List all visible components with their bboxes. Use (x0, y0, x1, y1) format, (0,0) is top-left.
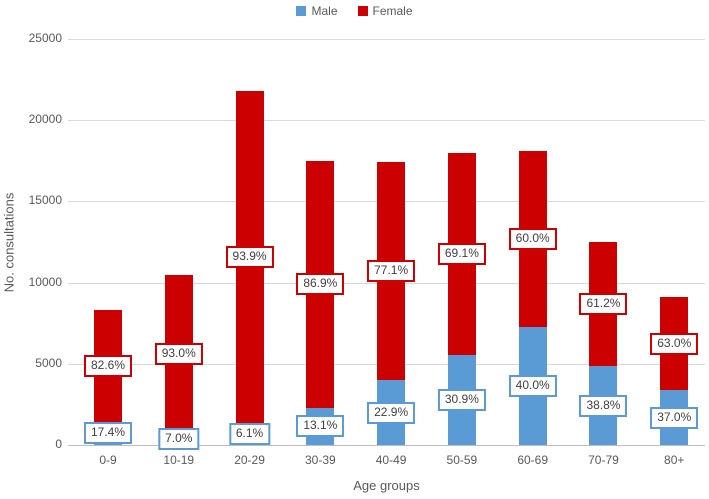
gridline (68, 39, 705, 40)
x-tick-label: 80+ (664, 453, 685, 467)
legend-swatch-icon (296, 6, 307, 16)
legend: Male Female (0, 4, 709, 18)
x-axis-title: Age groups (353, 478, 420, 493)
y-tick-label: 20000 (28, 112, 62, 127)
gridline (68, 120, 705, 122)
data-label-female: 93.0% (154, 342, 203, 365)
data-label-female: 93.9% (225, 246, 274, 269)
x-tick-label: 20-29 (234, 453, 265, 467)
data-label-female: 60.0% (508, 228, 557, 251)
x-tick-label: 70-79 (588, 453, 619, 467)
data-label-male: 17.4% (83, 422, 133, 445)
data-label-female: 86.9% (296, 273, 345, 296)
legend-item-male: Male (296, 4, 338, 18)
x-tick-label: 0-9 (99, 453, 117, 467)
data-label-male: 7.0% (158, 428, 200, 451)
legend-swatch-icon (357, 6, 368, 16)
data-label-male: 6.1% (228, 423, 271, 446)
legend-label: Female (372, 4, 413, 18)
data-label-female: 82.6% (83, 354, 133, 377)
plot-area: 82.6% 17.4% 93.0% 7.0% 93.9% 6.1% 86.9% 13.1% 77… (68, 39, 705, 451)
data-label-male: 38.8% (579, 394, 628, 417)
data-label-male: 13.1% (296, 415, 345, 438)
x-tick-label: 60-69 (517, 453, 549, 467)
x-tick-label: 30-39 (304, 453, 336, 467)
data-label-female: 63.0% (650, 332, 699, 355)
x-tick-label: 50-59 (446, 453, 478, 467)
data-label-female: 69.1% (437, 242, 486, 265)
y-tick-label: 5000 (35, 355, 62, 370)
y-tick-label: 10000 (28, 274, 62, 289)
legend-label: Male (311, 4, 338, 18)
y-tick-label: 0 (55, 437, 62, 451)
y-tick-label: 15000 (28, 193, 62, 208)
data-label-female: 77.1% (367, 260, 416, 283)
x-tick-label: 10-19 (163, 453, 195, 467)
data-label-male: 37.0% (650, 406, 699, 429)
data-label-male: 40.0% (508, 375, 557, 398)
legend-item-female: Female (357, 4, 413, 18)
data-label-male: 22.9% (367, 401, 416, 424)
x-axis-ticks: 0-9 10-19 20-29 30-39 40-49 50-59 60-69 70-79 80… (68, 453, 705, 469)
data-label-female: 61.2% (579, 293, 628, 316)
y-tick-label: 25000 (28, 31, 62, 45)
y-axis-ticks: 0 5000 10000 15000 20000 25000 (0, 31, 62, 451)
x-tick-label: 40-49 (375, 453, 407, 467)
data-label-male: 30.9% (437, 388, 486, 411)
